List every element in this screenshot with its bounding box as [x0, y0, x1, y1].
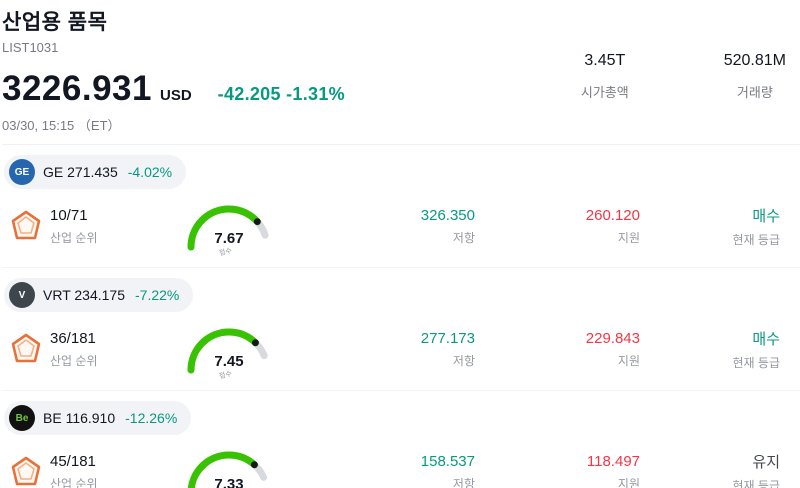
svg-text:7.45: 7.45 [214, 353, 243, 370]
industry-rank: 45/181 산업 순위 [50, 453, 168, 488]
rank-value: 36/181 [50, 329, 96, 347]
ticker-price: BE 116.910 [43, 410, 116, 426]
support-value: 260.120 [585, 206, 640, 224]
resistance-label: 저항 [452, 353, 475, 368]
resistance-value: 158.537 [420, 452, 475, 470]
support-label: 지원 [617, 476, 640, 488]
stock-row: 10/71 산업 순위 7.67 점수 326.350 저항 260.120 지 [2, 189, 800, 261]
ticker-change: -4.02% [127, 164, 173, 180]
volume-stat: 520.81M 거래량 [724, 52, 786, 101]
vrt-logo-icon: V [9, 282, 35, 308]
rating-label: 현재 등급 [732, 232, 781, 247]
industry-rank: 10/71 산업 순위 [50, 207, 168, 246]
stock-section-vrt: V VRT 234.175 -7.22% 36/181 산업 순위 7 [2, 267, 800, 390]
resistance: 277.173 저항 [320, 330, 475, 369]
page-title: 산업용 품목 [2, 11, 108, 34]
stock-section-ge: GE GE 271.435 -4.02% 10/71 산업 순위 7. [2, 145, 800, 267]
resistance-value: 326.350 [420, 206, 475, 224]
gauge-label: 점수 [218, 369, 233, 380]
rank-value: 45/181 [50, 452, 96, 470]
support-label: 지원 [617, 353, 640, 368]
list-id: LIST1031 [2, 40, 59, 55]
ticker-change: -7.22% [135, 287, 180, 303]
index-change: -42.205 -1.31% [217, 84, 345, 104]
rank-label: 산업 순위 [50, 476, 98, 488]
resistance: 158.537 저항 [320, 453, 475, 488]
rating-label: 현재 등급 [732, 355, 781, 370]
ticker-pill-vrt[interactable]: V VRT 234.175 -7.22% [4, 278, 194, 312]
stock-row: 45/181 산업 순위 7.33 점수 158.537 저항 118.497 [2, 435, 800, 488]
stock-section-be: Be BE 116.910 -12.26% 45/181 산업 순위 [2, 390, 800, 488]
support-value: 229.843 [585, 329, 640, 347]
ge-logo-icon: GE [9, 159, 35, 185]
rating-label: 현재 등급 [732, 478, 781, 488]
industry-badge-icon [10, 332, 50, 366]
ticker-pill-ge[interactable]: GE GE 271.435 -4.02% [4, 155, 187, 189]
rank-label: 산업 순위 [50, 353, 98, 368]
svg-text:7.33: 7.33 [214, 476, 243, 488]
ticker-pill-be[interactable]: Be BE 116.910 -12.26% [4, 401, 192, 435]
industry-badge-icon [10, 209, 50, 243]
svg-text:7.67: 7.67 [214, 230, 243, 247]
ticker-price: VRT 234.175 [43, 287, 125, 303]
rating: 유지 현재 등급 [640, 451, 781, 488]
market-cap-label: 시가총액 [580, 85, 629, 100]
score-gauge: 7.67 점수 [168, 195, 290, 257]
resistance: 326.350 저항 [320, 207, 475, 246]
index-price: 3226.931 [2, 69, 152, 108]
market-cap-stat: 3.45T 시가총액 [581, 52, 629, 101]
rating-value: 매수 [752, 207, 780, 225]
resistance-label: 저항 [452, 230, 475, 245]
price-line: 3226.931 USD -42.205 -1.31% [2, 69, 800, 109]
ticker-change: -12.26% [125, 410, 178, 426]
resistance-value: 277.173 [420, 329, 475, 347]
rank-label: 산업 순위 [50, 230, 98, 245]
industry-rank: 36/181 산업 순위 [50, 330, 168, 369]
rating: 매수 현재 등급 [640, 328, 781, 371]
stock-row: 36/181 산업 순위 7.45 점수 277.173 저항 229.843 [2, 312, 800, 384]
timestamp: 03/30, 15:15 （ET） [2, 118, 121, 133]
header-stats: 3.45T 시가총액 520.81M 거래량 [581, 52, 786, 101]
support: 118.497 지원 [475, 453, 640, 488]
header: 산업용 품목 LIST1031 3226.931 USD -42.205 -1.… [2, 4, 800, 145]
support-label: 지원 [617, 230, 640, 245]
volume-label: 거래량 [736, 85, 773, 100]
volume-value: 520.81M [723, 52, 786, 69]
rank-value: 10/71 [50, 206, 88, 224]
rating-value: 유지 [752, 453, 780, 471]
currency-label: USD [159, 87, 192, 104]
score-gauge: 7.45 점수 [168, 318, 290, 380]
industry-badge-icon [10, 455, 50, 488]
support: 229.843 지원 [475, 330, 640, 369]
be-logo-icon: Be [9, 405, 35, 431]
rating-value: 매수 [752, 330, 780, 348]
rating: 매수 현재 등급 [640, 205, 781, 248]
resistance-label: 저항 [452, 476, 475, 488]
ticker-price: GE 271.435 [43, 164, 118, 180]
support-value: 118.497 [586, 452, 640, 470]
gauge-label: 점수 [218, 246, 233, 257]
support: 260.120 지원 [475, 207, 640, 246]
score-gauge: 7.33 점수 [168, 441, 290, 488]
market-cap-value: 3.45T [584, 52, 626, 69]
